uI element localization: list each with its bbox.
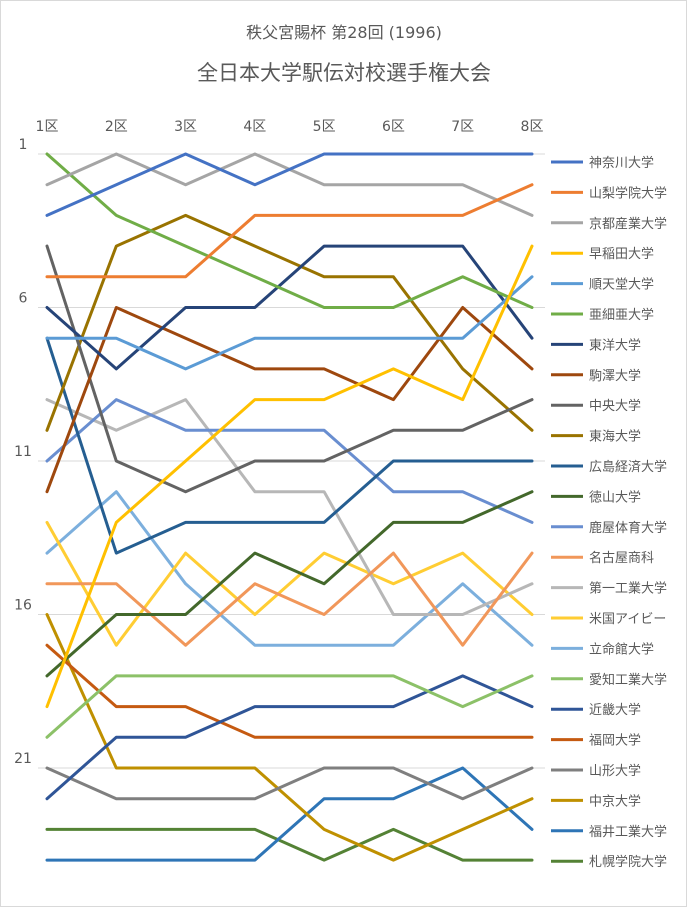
series-line	[45, 490, 534, 678]
legend-label: 立命館大学	[589, 641, 654, 657]
legend-entry: 順天堂大学	[551, 277, 654, 293]
legend-label: 山形大学	[589, 763, 641, 779]
legend-label: 順天堂大学	[589, 277, 654, 293]
legend-label: 福井工業大学	[589, 824, 667, 840]
x-axis-ticks: 1区 2区 3区 4区 5区 6区 7区 8区	[36, 119, 544, 135]
legend-label: 早稲田大学	[589, 246, 654, 262]
legend-label: 山梨学院大学	[589, 185, 667, 201]
legend-entry: 駒澤大学	[551, 368, 641, 384]
series-line	[45, 643, 534, 739]
legend-entry: 東洋大学	[551, 337, 641, 353]
legend-entry: 広島経済大学	[551, 459, 667, 475]
legend-label: 神奈川大学	[589, 155, 654, 171]
legend-entry: 福岡大学	[551, 733, 641, 749]
x-tick-label: 4区	[243, 119, 266, 135]
legend-label: 中央大学	[589, 398, 641, 414]
legend-entry: 山形大学	[551, 763, 641, 779]
series-line	[45, 766, 534, 862]
legend-label: 名古屋商科	[589, 550, 654, 566]
series-line	[45, 183, 534, 279]
legend-label: 米国アイビー	[589, 612, 666, 627]
series-line	[45, 398, 534, 616]
series-line	[45, 674, 534, 801]
legend-entry: 中央大学	[551, 398, 641, 414]
legend-entry: 福井工業大学	[551, 824, 667, 840]
x-tick-label: 1区	[36, 119, 59, 135]
series-line	[45, 551, 534, 647]
legend-label: 亜細亜大学	[589, 307, 654, 323]
legend-entry: 第一工業大学	[551, 581, 667, 597]
legend-entry: 近畿大学	[551, 702, 641, 718]
series-line	[45, 490, 534, 647]
series-line	[45, 244, 534, 709]
legend-entry: 札幌学院大学	[551, 854, 667, 870]
legend-entry: 名古屋商科	[551, 550, 654, 566]
series-line	[45, 275, 534, 371]
series-line	[45, 827, 534, 862]
y-tick-label: 16	[14, 598, 32, 614]
x-tick-label: 3区	[174, 119, 197, 135]
series-line	[45, 213, 534, 432]
legend-entry: 中京大学	[551, 793, 641, 809]
legend-entry: 京都産業大学	[551, 216, 667, 232]
legend-entry: 立命館大学	[551, 641, 654, 657]
legend-label: 中京大学	[589, 793, 641, 809]
legend-entry: 鹿屋体育大学	[551, 520, 667, 536]
chart-subtitle: 全日本大学駅伝対校選手権大会	[197, 61, 491, 85]
legend-entry: 亜細亜大学	[551, 307, 654, 323]
series-line	[45, 520, 534, 647]
legend-label: 東洋大学	[589, 337, 641, 353]
series-line	[45, 398, 534, 524]
legend-label: 第一工業大学	[589, 581, 667, 597]
legend-entry: 徳山大学	[551, 489, 641, 505]
series-line	[45, 244, 534, 371]
y-tick-label: 21	[14, 751, 32, 767]
legend-label: 東海大学	[589, 429, 641, 445]
series-line	[45, 306, 534, 494]
series-lines	[45, 152, 534, 862]
legend-entry: 山梨学院大学	[551, 185, 667, 201]
legend-entry: 神奈川大学	[551, 155, 654, 171]
legend-label: 近畿大学	[589, 702, 641, 718]
x-tick-label: 6区	[382, 119, 405, 135]
legend-label: 広島経済大学	[589, 459, 667, 475]
legend-entry: 愛知工業大学	[551, 672, 667, 688]
series-line	[45, 613, 534, 862]
legend-label: 福岡大学	[589, 733, 641, 749]
x-tick-label: 2区	[105, 119, 128, 135]
legend-label: 鹿屋体育大学	[589, 520, 667, 536]
legend-label: 京都産業大学	[589, 216, 667, 232]
legend-entry: 米国アイビー	[551, 612, 666, 627]
series-line	[45, 674, 534, 739]
series-line	[45, 244, 534, 494]
series-line	[45, 152, 534, 217]
y-tick-label: 11	[14, 444, 32, 460]
chart-title: 秩父宮賜杯 第28回 (1996)	[246, 23, 442, 42]
legend-entry: 東海大学	[551, 429, 641, 445]
series-line	[45, 152, 534, 309]
legend: 神奈川大学山梨学院大学京都産業大学早稲田大学順天堂大学亜細亜大学東洋大学駒澤大学…	[551, 155, 667, 870]
x-tick-label: 8区	[521, 119, 544, 135]
series-line	[45, 766, 534, 801]
legend-label: 愛知工業大学	[589, 672, 667, 688]
x-tick-label: 7区	[451, 119, 474, 135]
legend-entry: 早稲田大学	[551, 246, 654, 262]
x-tick-label: 5区	[313, 119, 336, 135]
legend-label: 駒澤大学	[589, 368, 641, 384]
y-tick-label: 6	[19, 291, 28, 307]
legend-label: 札幌学院大学	[589, 854, 667, 870]
legend-label: 徳山大学	[589, 489, 641, 505]
series-line	[45, 336, 534, 555]
y-tick-label: 1	[19, 137, 28, 153]
